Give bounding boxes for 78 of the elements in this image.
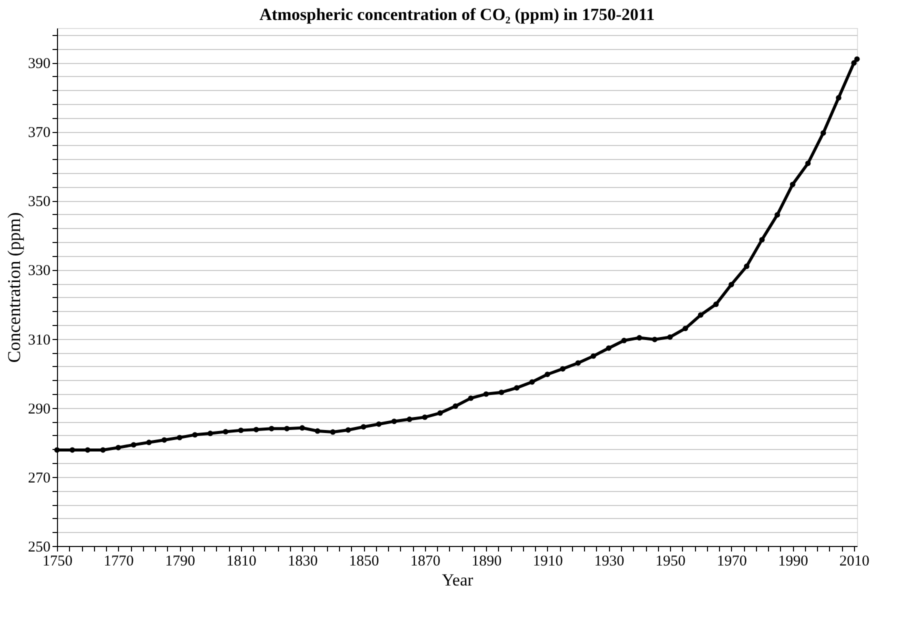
point	[544, 372, 550, 378]
point	[54, 447, 60, 453]
point	[621, 338, 627, 344]
x-tick-label: 1910	[532, 554, 563, 570]
x-tick-label: 1750	[42, 554, 72, 570]
point	[774, 212, 780, 218]
x-tick-label: 1990	[778, 554, 808, 570]
point	[606, 345, 612, 351]
x-axis-title: Year	[442, 570, 474, 590]
point	[268, 426, 274, 432]
x-tick-label: 1850	[349, 554, 380, 570]
x-tick-label: 2010	[839, 554, 870, 570]
y-tick-label: 350	[28, 194, 50, 210]
point	[391, 418, 397, 424]
point	[468, 395, 474, 401]
x-tick-label: 1950	[656, 554, 686, 570]
x-tick-label: 1790	[165, 554, 196, 570]
y-tick-label: 330	[28, 263, 50, 280]
point	[162, 437, 168, 443]
point	[100, 447, 106, 453]
point	[406, 416, 412, 422]
x-tick-label: 1870	[410, 554, 440, 570]
y-axis-title: Concentration (ppm)	[4, 212, 24, 363]
point	[360, 424, 366, 430]
point	[238, 428, 244, 434]
point	[713, 302, 719, 307]
y-tick-label: 370	[28, 125, 50, 142]
point	[529, 379, 535, 385]
point	[805, 160, 811, 166]
point	[130, 442, 136, 448]
point	[575, 360, 581, 366]
y-tick-label: 270	[28, 470, 50, 486]
point	[330, 429, 336, 435]
point	[253, 426, 259, 432]
point	[376, 421, 382, 427]
point	[836, 95, 842, 100]
point	[728, 282, 734, 288]
point	[682, 326, 688, 332]
x-tick-label: 1830	[288, 554, 318, 570]
point	[437, 410, 443, 416]
point	[222, 428, 228, 434]
y-tick-label: 310	[28, 332, 50, 348]
point	[851, 60, 857, 66]
point	[422, 414, 428, 420]
y-tick-label: 390	[28, 56, 50, 72]
chart-title: Atmospheric concentration of CO₂ (ppm) in 1750-2011	[259, 4, 655, 24]
x-tick-label: 1970	[716, 554, 747, 570]
point	[590, 353, 596, 359]
x-tick-label: 1890	[472, 554, 502, 570]
point	[652, 336, 658, 342]
point	[84, 447, 90, 453]
point	[452, 403, 458, 409]
point	[176, 434, 182, 440]
point	[744, 264, 750, 270]
point	[284, 426, 290, 432]
point	[70, 447, 76, 453]
point	[820, 130, 826, 136]
point	[116, 444, 122, 450]
point	[498, 390, 504, 396]
x-tick-label: 1810	[226, 554, 256, 570]
point	[636, 335, 642, 340]
point	[146, 440, 152, 446]
y-tick-label: 250	[28, 540, 50, 556]
point	[208, 430, 213, 436]
point	[790, 182, 796, 188]
point	[514, 385, 520, 391]
point	[698, 312, 704, 318]
point	[560, 366, 566, 372]
point	[345, 427, 351, 433]
point	[854, 56, 860, 62]
point	[192, 432, 198, 438]
y-tick-label: 290	[28, 401, 50, 418]
point	[759, 236, 765, 242]
x-tick-label: 1930	[594, 554, 624, 570]
x-tick-label: 1770	[104, 554, 134, 570]
point	[314, 428, 320, 434]
point	[483, 391, 489, 397]
point	[667, 334, 673, 340]
